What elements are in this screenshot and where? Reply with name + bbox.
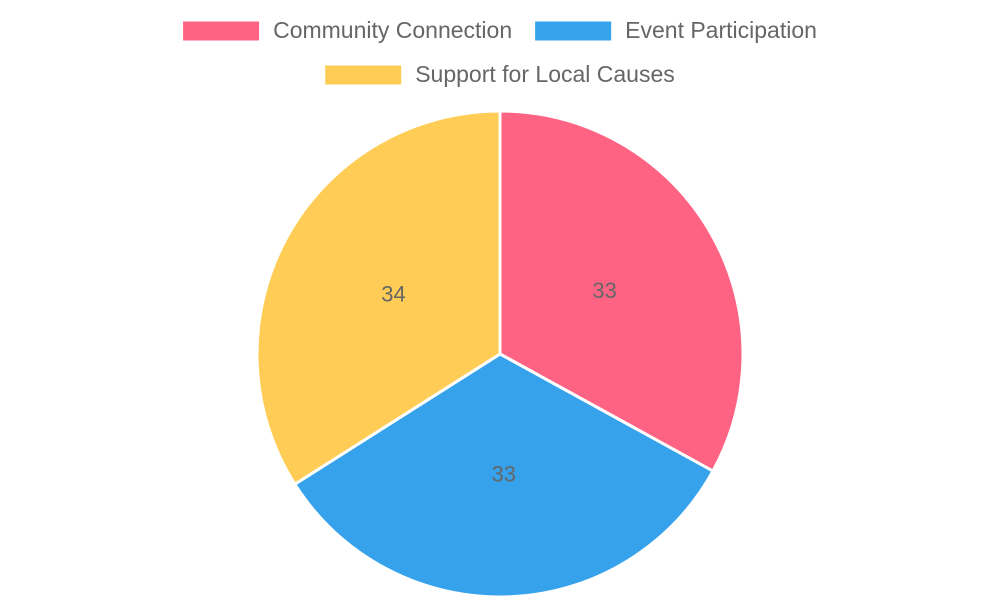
legend-item: Event Participation <box>535 17 817 43</box>
legend-label: Community Connection <box>273 17 512 43</box>
legend-item: Support for Local Causes <box>325 61 675 87</box>
pie-slice <box>255 109 502 487</box>
legend-item: Community Connection <box>183 17 512 43</box>
data-label: 34 <box>381 281 405 306</box>
legend-label: Event Participation <box>625 17 817 43</box>
pie-slice <box>498 109 745 474</box>
pie-slice <box>292 352 715 599</box>
data-label: 33 <box>492 461 516 486</box>
legend-swatch <box>183 21 260 41</box>
legend-swatch <box>325 65 402 85</box>
data-label: 33 <box>592 278 616 303</box>
legend-swatch <box>535 21 612 41</box>
legend-label: Support for Local Causes <box>415 61 675 87</box>
